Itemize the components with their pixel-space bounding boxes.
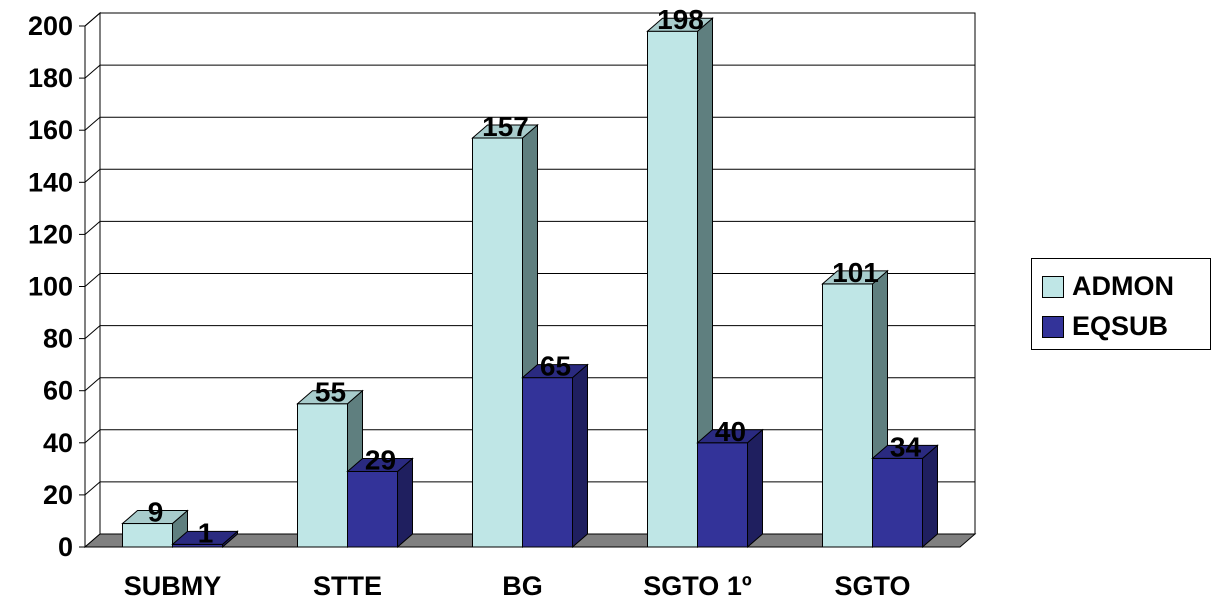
gridline-diag-80 <box>84 325 101 339</box>
data-label-eqsub-2: 65 <box>540 351 571 382</box>
gridline-diag-140 <box>84 168 101 183</box>
bar-top-eqsub-0 <box>171 530 239 545</box>
legend-label-admon: ADMON <box>1072 271 1174 301</box>
y-tick-label-120: 120 <box>28 219 73 249</box>
data-label-eqsub-1: 29 <box>365 444 396 475</box>
bar-top-eqsub-1 <box>346 457 414 472</box>
data-labels: 9 1 55 29 157 65 198 40 101 34 <box>148 4 922 548</box>
legend-label-eqsub: EQSUB <box>1072 311 1169 341</box>
y-tick-label-180: 180 <box>28 63 73 93</box>
bar-front-eqsub-4 <box>872 457 923 548</box>
data-label-eqsub-0: 1 <box>198 517 214 548</box>
bar-top-admon-0 <box>121 510 189 525</box>
legend-swatch-admon <box>1042 275 1064 298</box>
x-tick-label-1: STTE <box>313 571 382 601</box>
gridline-diag-100 <box>84 273 101 287</box>
bar-front-eqsub-3 <box>697 442 748 548</box>
y-tick-label-60: 60 <box>43 376 73 406</box>
bar-side-eqsub-1 <box>397 457 413 549</box>
gridline-diag-60 <box>84 377 101 392</box>
y-tick-label-140: 140 <box>28 167 73 197</box>
gridline-diag-20 <box>84 481 101 496</box>
y-tick-label-20: 20 <box>43 480 73 510</box>
y-axis-ticks: 0 20 40 60 80 100 120 140 160 180 200 <box>28 11 85 562</box>
bar-top-eqsub-2 <box>521 364 589 379</box>
bar-top-admon-4 <box>821 270 889 285</box>
data-label-eqsub-3: 40 <box>715 416 746 447</box>
x-tick-label-2: BG <box>502 571 543 601</box>
bar-side-eqsub-3 <box>747 428 763 549</box>
gridline-diag-180 <box>84 64 101 79</box>
gridline-diag-40 <box>84 429 101 444</box>
bar-front-admon-1 <box>297 403 348 548</box>
bar-front-admon-3 <box>647 30 698 548</box>
bar-side-eqsub-4 <box>922 444 938 549</box>
x-tick-label-0: SUBMY <box>124 571 222 601</box>
bar-front-admon-4 <box>822 283 873 548</box>
x-tick-label-4: SGTO <box>834 571 910 601</box>
bar-top-admon-3 <box>646 17 714 32</box>
y-tick-label-40: 40 <box>43 428 73 458</box>
legend-item-eqsub: EQSUB <box>1042 311 1168 342</box>
gridline-diag-160 <box>84 116 101 131</box>
data-label-admon-0: 9 <box>148 497 164 528</box>
y-tick-label-100: 100 <box>28 272 73 302</box>
data-label-admon-1: 55 <box>315 377 346 408</box>
bar-front-admon-2 <box>472 137 523 548</box>
bar-top-admon-1 <box>296 390 364 405</box>
bar-top-eqsub-4 <box>871 444 939 459</box>
legend-item-admon: ADMON <box>1042 271 1174 302</box>
data-label-admon-4: 101 <box>832 257 879 288</box>
bar-top-admon-2 <box>471 124 539 139</box>
bar-front-eqsub-2 <box>522 377 573 548</box>
x-axis-ticks: SUBMY STTE BG SGTO 1º SGTO <box>124 571 911 601</box>
legend-swatch-eqsub <box>1042 315 1064 338</box>
gridline-diag-200 <box>84 12 101 27</box>
y-tick-label-160: 160 <box>28 115 73 145</box>
y-tick-label-0: 0 <box>58 532 73 562</box>
bar-side-eqsub-2 <box>572 363 588 549</box>
bar-top-eqsub-3 <box>696 429 764 444</box>
x-tick-label-3: SGTO 1º <box>643 571 752 601</box>
gridline-diag-120 <box>84 221 101 235</box>
data-label-admon-3: 198 <box>657 4 704 35</box>
data-label-admon-2: 157 <box>482 111 529 142</box>
data-label-eqsub-4: 34 <box>890 431 922 462</box>
y-tick-label-80: 80 <box>43 324 73 354</box>
bars <box>121 17 939 549</box>
bar-front-eqsub-1 <box>347 470 398 548</box>
legend: ADMON EQSUB <box>1031 258 1211 350</box>
y-tick-label-200: 200 <box>28 11 73 41</box>
